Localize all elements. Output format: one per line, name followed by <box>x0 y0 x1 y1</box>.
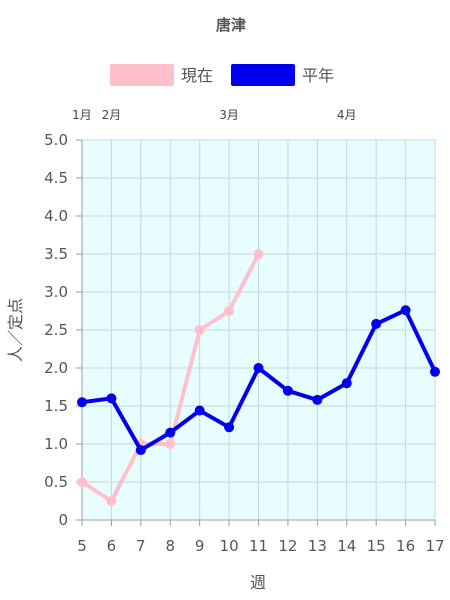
x-tick-label: 7 <box>136 537 146 555</box>
legend-swatch-current <box>110 64 174 86</box>
y-tick-label: 4.0 <box>44 207 68 225</box>
y-tick-label: 1.0 <box>44 435 68 453</box>
y-tick-label: 3.0 <box>44 283 68 301</box>
data-point-normal <box>253 363 264 373</box>
x-tick-label: 9 <box>195 537 205 555</box>
x-tick-label: 8 <box>165 537 175 555</box>
y-tick-label: 4.5 <box>44 169 68 187</box>
x-tick-label: 5 <box>77 537 87 555</box>
y-tick-label: 1.5 <box>44 397 68 415</box>
month-label: 3月 <box>219 108 239 122</box>
y-axis-label: 人／定点 <box>6 298 25 362</box>
x-tick-label: 10 <box>220 537 239 555</box>
x-tick-label: 16 <box>396 537 415 555</box>
data-point-current <box>253 249 264 259</box>
month-labels: 1月 2月 3月 4月 <box>72 108 356 122</box>
x-tick-label: 14 <box>337 537 356 555</box>
y-tick-label: 0 <box>58 511 68 529</box>
y-tick-label: 5.0 <box>44 131 68 149</box>
data-point-normal <box>430 366 440 377</box>
x-tick-label: 6 <box>107 537 117 555</box>
x-tick-label: 11 <box>249 537 268 555</box>
data-point-current <box>77 477 87 487</box>
y-tick-label: 0.5 <box>44 473 68 491</box>
data-point-normal <box>77 397 87 408</box>
legend: 現在 平年 <box>110 64 334 86</box>
y-axis-ticks: 0 0.5 1.0 1.5 2.0 2.5 3.0 3.5 4.0 4.5 5.0 <box>44 131 82 529</box>
data-point-normal <box>400 305 411 316</box>
x-axis-ticks: 5 6 7 8 9 10 11 12 13 14 15 16 17 <box>77 520 445 555</box>
data-point-normal <box>106 393 117 404</box>
y-tick-label: 2.5 <box>44 321 68 339</box>
x-axis-label: 週 <box>250 573 266 592</box>
data-point-normal <box>224 422 235 433</box>
data-point-normal <box>341 378 352 389</box>
month-label: 4月 <box>337 108 357 122</box>
data-point-current <box>165 439 176 449</box>
chart-title: 唐津 <box>216 16 246 34</box>
data-point-current <box>224 306 235 316</box>
month-label: 2月 <box>102 108 122 122</box>
data-point-normal <box>282 385 293 396</box>
x-tick-label: 13 <box>308 537 327 555</box>
data-point-normal <box>165 427 176 438</box>
legend-label-normal: 平年 <box>302 66 334 85</box>
data-point-normal <box>135 445 146 456</box>
data-point-normal <box>194 405 205 416</box>
y-tick-label: 3.5 <box>44 245 68 263</box>
data-point-current <box>194 325 205 335</box>
data-point-current <box>106 496 117 506</box>
legend-swatch-normal <box>231 64 295 86</box>
legend-label-current: 現在 <box>181 66 213 85</box>
x-tick-label: 17 <box>425 537 444 555</box>
data-point-normal <box>312 394 323 405</box>
month-label: 1月 <box>72 108 92 122</box>
data-point-normal <box>371 318 382 329</box>
x-tick-label: 12 <box>278 537 297 555</box>
series-lines <box>77 249 440 506</box>
y-tick-label: 2.0 <box>44 359 68 377</box>
x-tick-label: 15 <box>367 537 386 555</box>
